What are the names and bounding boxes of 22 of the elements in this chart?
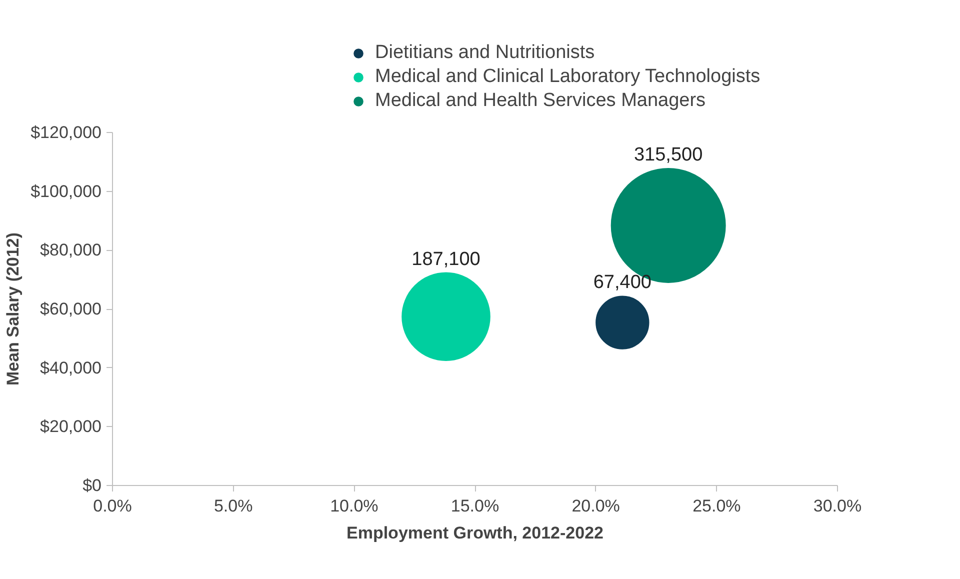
data-label: 67,400 — [593, 272, 652, 294]
x-axis-title: Employment Growth, 2012-2022 — [346, 524, 604, 542]
y-tick-label: $0 — [82, 476, 102, 495]
y-tick-label: $80,000 — [40, 240, 102, 260]
y-tick-label: $40,000 — [40, 358, 102, 378]
x-tick-label: 5.0% — [214, 496, 253, 516]
y-axis-title: Mean Salary (2012) — [4, 232, 23, 386]
y-tick-label: $120,000 — [30, 123, 102, 142]
data-label: 315,500 — [634, 144, 703, 166]
y-tick-label: $60,000 — [40, 300, 102, 318]
legend-label: Dietitians and Nutritionists — [375, 42, 595, 64]
legend-label: Medical and Clinical Laboratory Technologists — [375, 66, 760, 88]
x-tick-label: 10.0% — [330, 496, 378, 516]
x-tick-label: 0.0% — [93, 496, 132, 516]
legend-label: Medical and Health Services Managers — [375, 90, 706, 112]
y-tick-label: $100,000 — [30, 182, 102, 201]
x-tick-label: 25.0% — [692, 496, 741, 516]
x-tick-label: 30.0% — [813, 496, 862, 516]
x-tick-label: 15.0% — [450, 496, 500, 516]
data-label: 187,100 — [412, 248, 480, 270]
x-tick-label: 20.0% — [572, 496, 620, 516]
y-tick-label: $20,000 — [40, 417, 102, 436]
